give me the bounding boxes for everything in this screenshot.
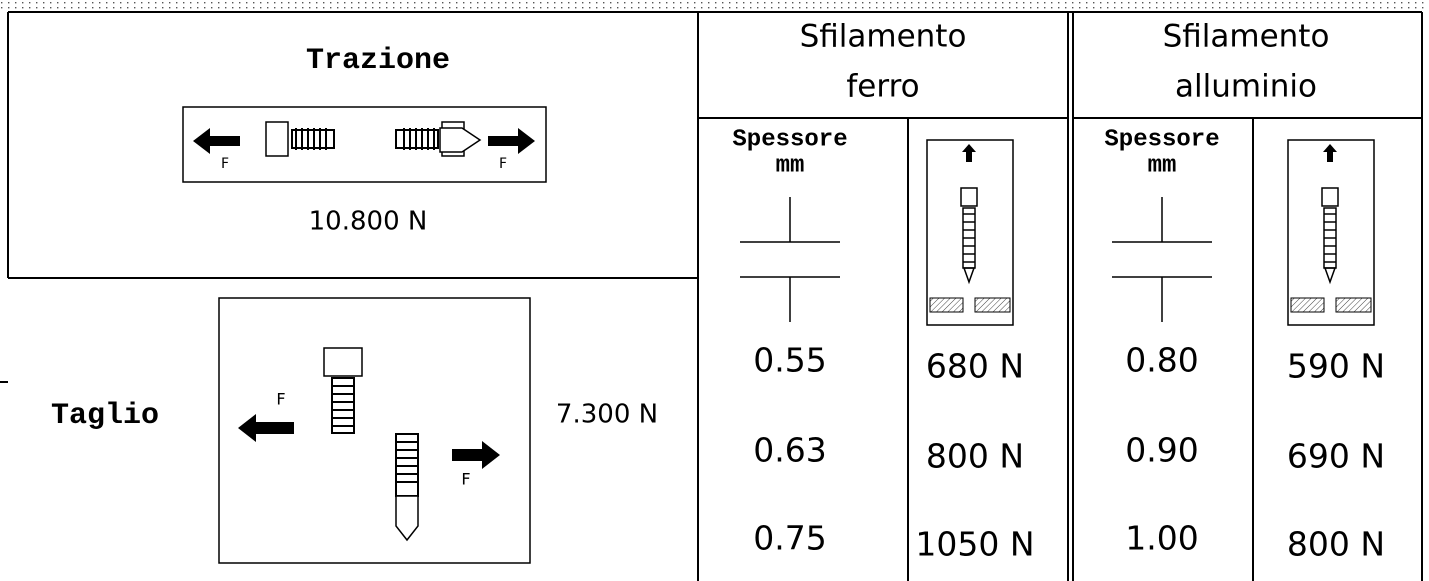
pull-out-icon [1288, 140, 1374, 325]
taglio-value: 7.300 N [556, 400, 658, 430]
trazione-title: Trazione [306, 44, 450, 78]
pull-out-value: 800 N [1287, 525, 1385, 564]
thickness-value: 0.55 [753, 341, 826, 380]
table: Trazione F F 10.800 N Taglio F F 7.300 N… [0, 0, 1429, 581]
taglio-diagram: F F [219, 298, 530, 563]
thickness-symbol [740, 197, 840, 322]
section-title: ferro [846, 69, 919, 105]
force-label: F [276, 390, 285, 409]
force-label: F [221, 156, 229, 172]
page: {"trazione": {"title": "Trazione", "valu… [0, 0, 1429, 581]
pull-out-value: 800 N [926, 437, 1024, 476]
trazione-value: 10.800 N [309, 207, 428, 237]
pull-out-icon [927, 140, 1013, 325]
thickness-value: 0.90 [1125, 431, 1198, 470]
thickness-value: 0.63 [753, 431, 826, 470]
force-label: F [461, 470, 470, 489]
thickness-symbol [1112, 197, 1212, 322]
pull-out-value: 590 N [1287, 347, 1385, 386]
thickness-header: Spessore [1104, 126, 1219, 153]
section-title: Sfilamento [800, 19, 967, 55]
section-title: alluminio [1175, 69, 1317, 105]
thickness-header: mm [776, 152, 805, 179]
pull-out-value: 680 N [926, 347, 1024, 386]
pull-out-value: 690 N [1287, 437, 1385, 476]
thickness-value: 0.80 [1125, 341, 1198, 380]
taglio-title: Taglio [51, 399, 159, 433]
section-title: Sfilamento [1163, 19, 1330, 55]
scan-noise [0, 0, 1429, 12]
pull-out-value: 1050 N [915, 525, 1034, 564]
thickness-value: 0.75 [753, 519, 826, 558]
thickness-header: mm [1148, 152, 1177, 179]
thickness-value: 1.00 [1125, 519, 1198, 558]
force-label: F [499, 156, 507, 172]
trazione-diagram: F F [183, 107, 546, 182]
thickness-header: Spessore [732, 126, 847, 153]
